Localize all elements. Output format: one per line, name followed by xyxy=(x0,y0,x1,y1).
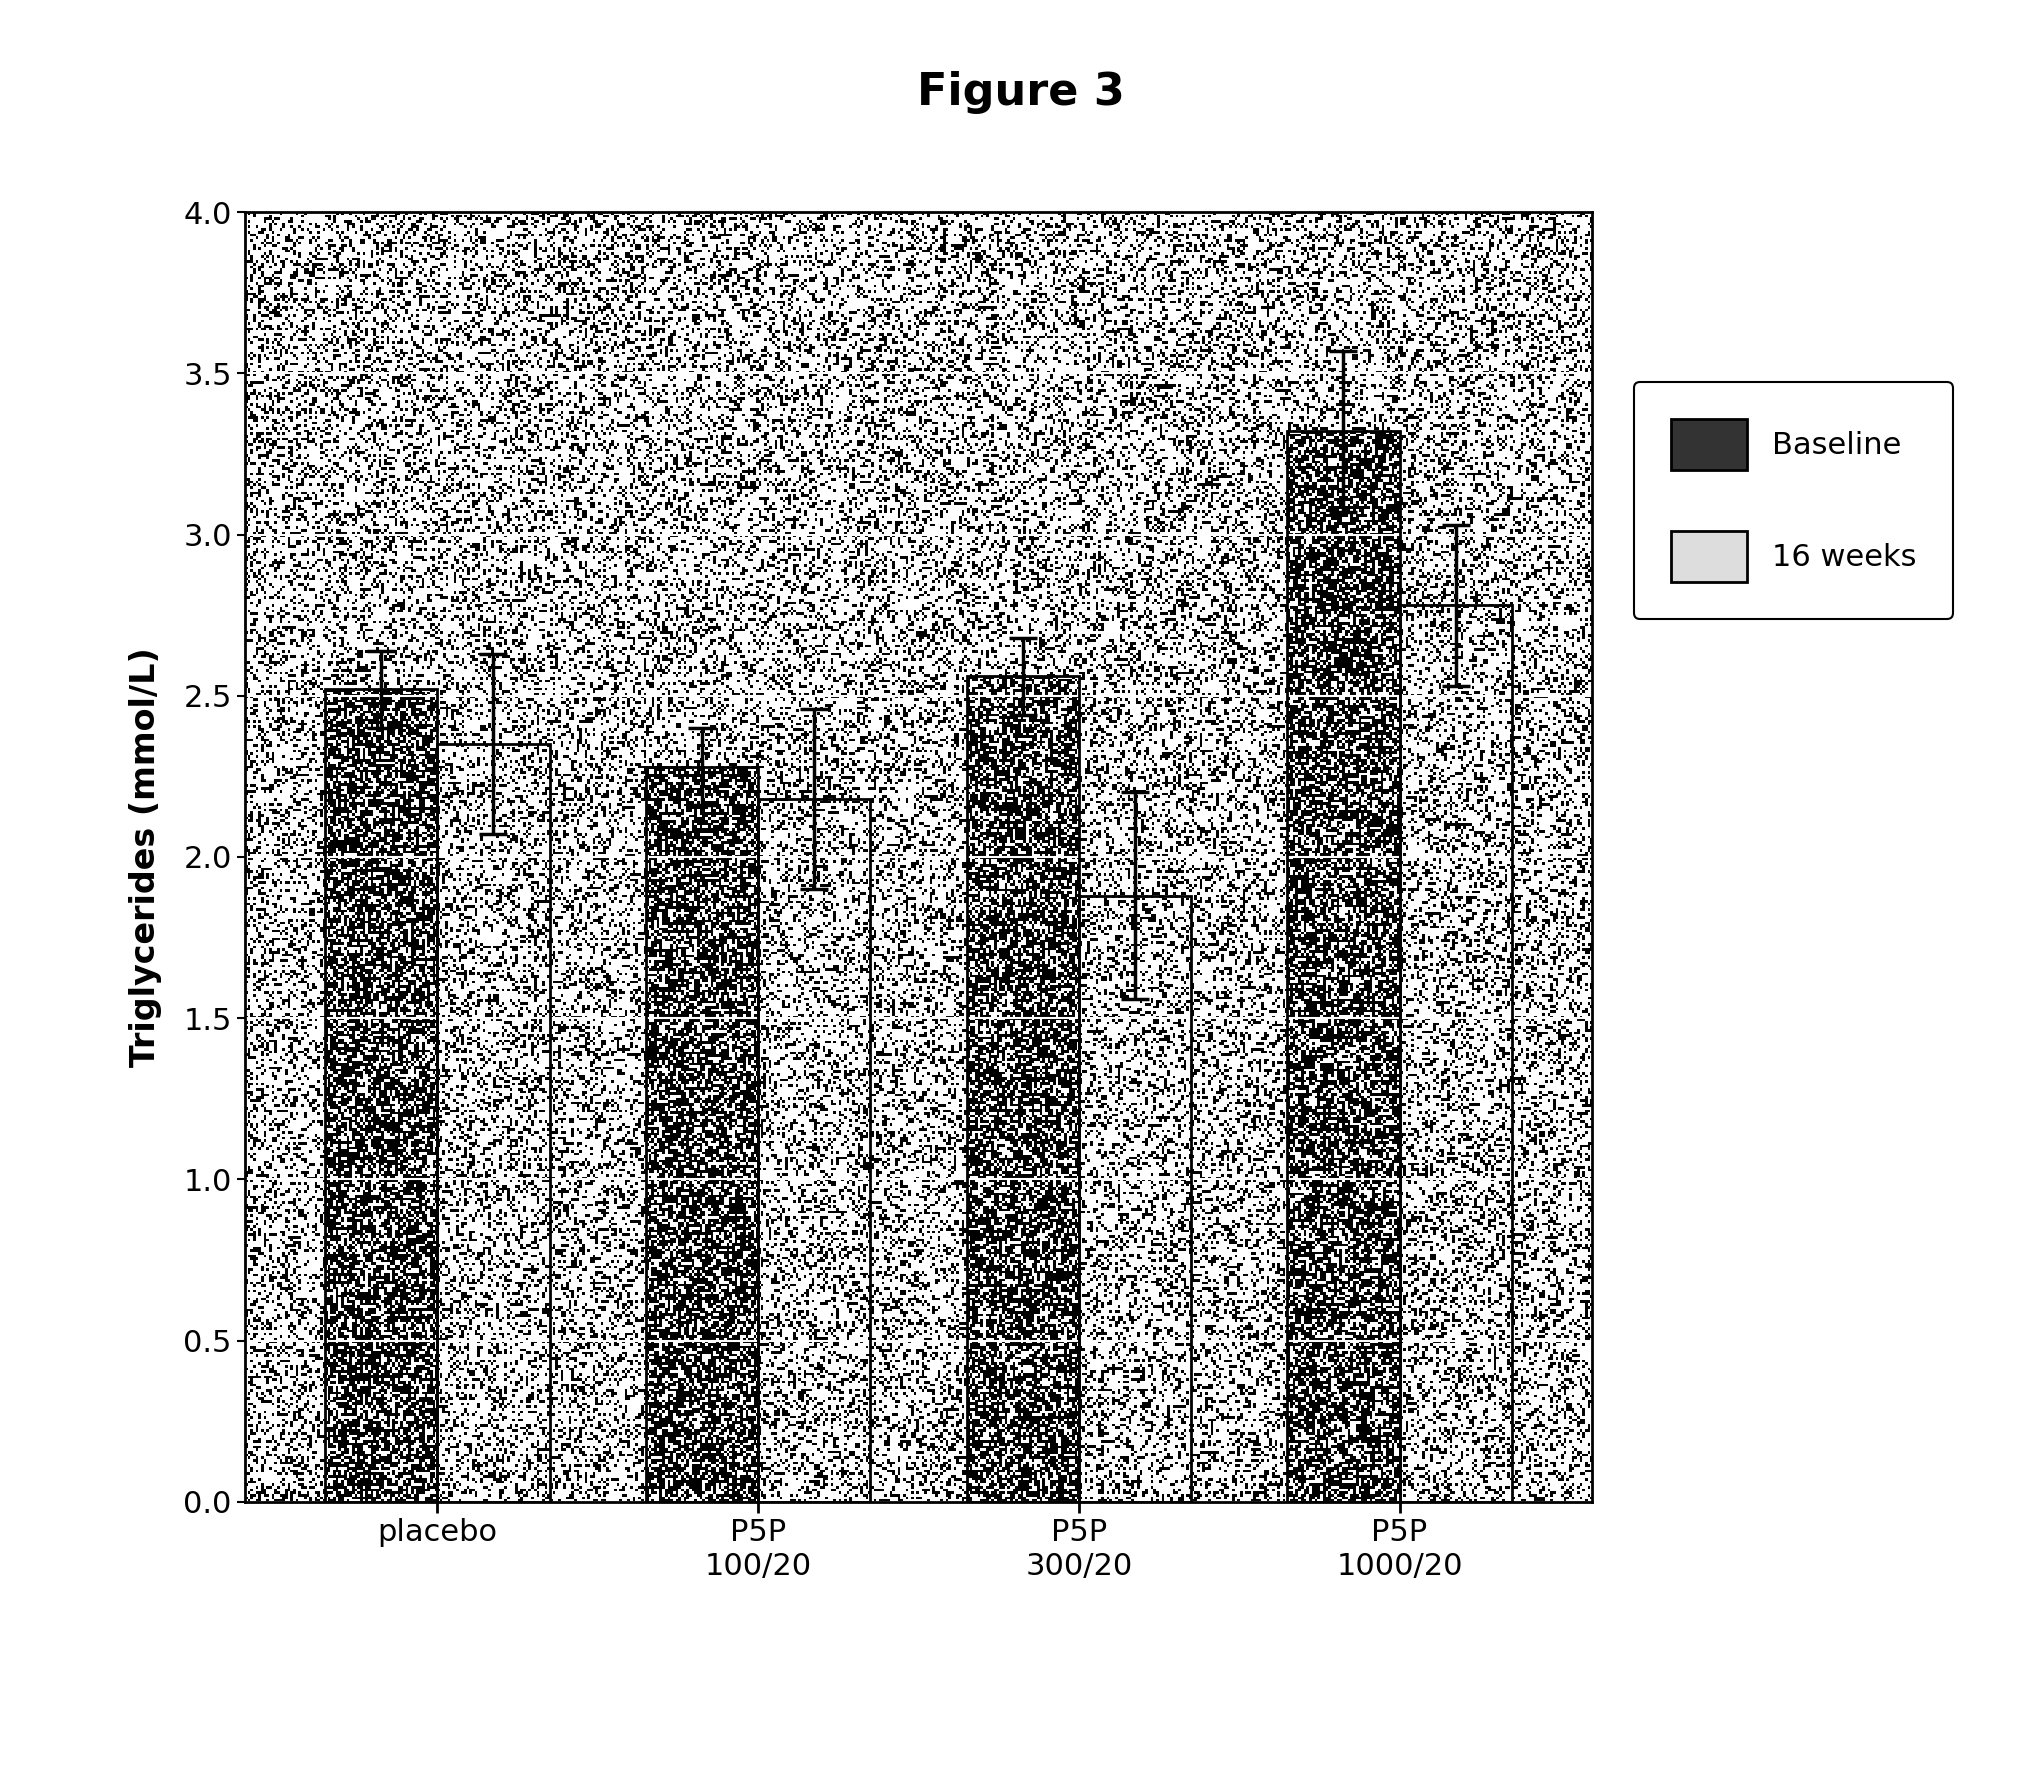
Bar xyxy=(325,689,437,1502)
Bar xyxy=(645,767,757,1502)
Bar xyxy=(1288,431,1400,1502)
Bar xyxy=(1080,896,1192,1502)
Bar xyxy=(1400,606,1512,1502)
Legend: Baseline, 16 weeks: Baseline, 16 weeks xyxy=(1635,382,1953,618)
Bar xyxy=(967,677,1080,1502)
Text: Figure 3: Figure 3 xyxy=(916,71,1125,113)
Bar xyxy=(757,799,869,1502)
Y-axis label: Triglycerides (mmol/L): Triglycerides (mmol/L) xyxy=(129,647,163,1067)
Bar xyxy=(437,744,549,1502)
